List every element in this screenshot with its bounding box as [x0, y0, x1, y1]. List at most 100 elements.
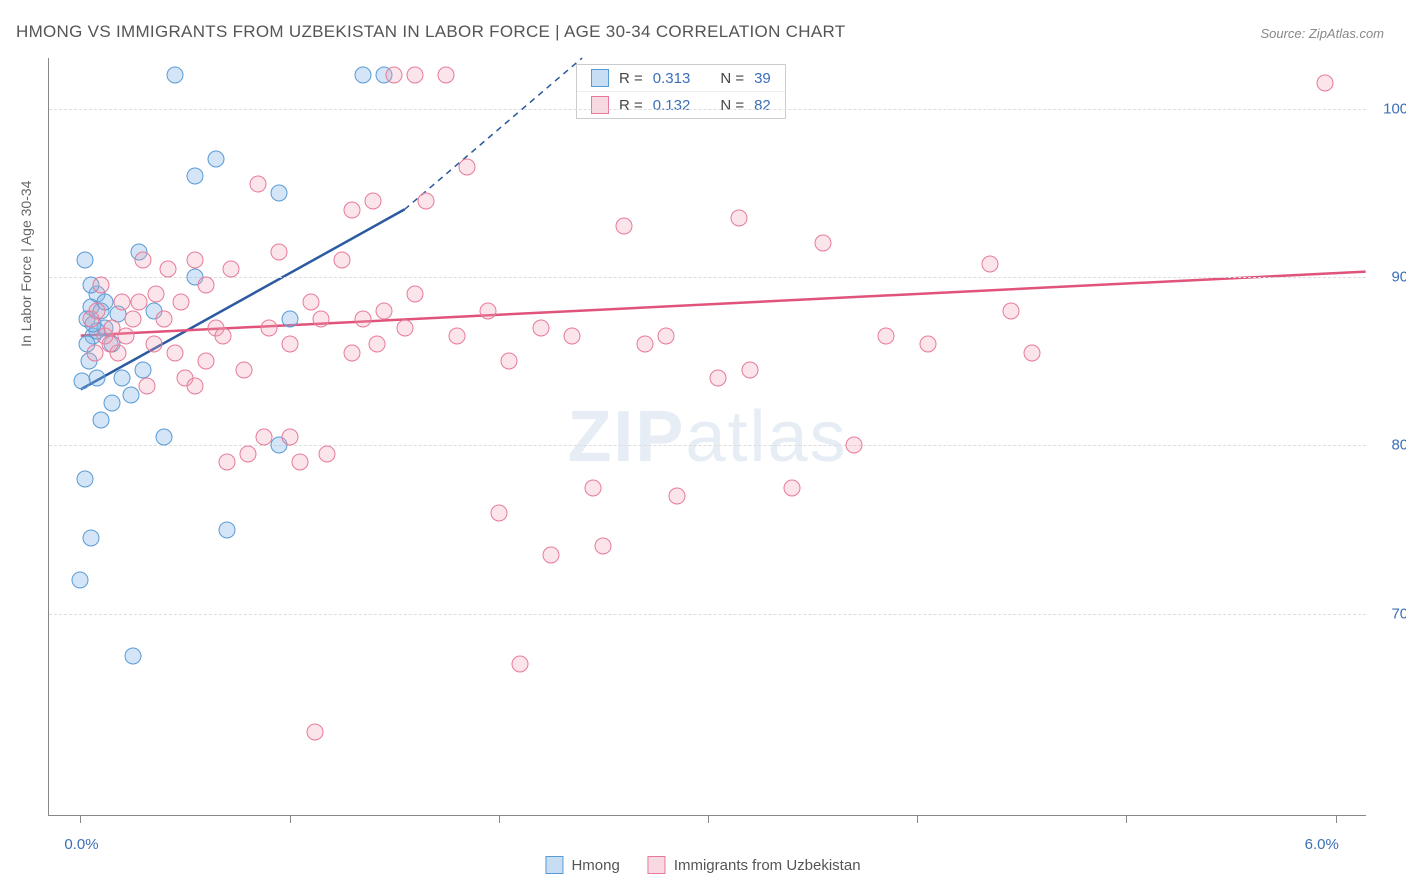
r-value: 0.313 [653, 70, 691, 87]
point-uzbek [281, 336, 298, 353]
r-label: R = [619, 97, 643, 114]
point-uzbek [658, 327, 675, 344]
point-hmong [135, 361, 152, 378]
point-uzbek [741, 361, 758, 378]
point-hmong [208, 151, 225, 168]
y-tick-label: 100.0% [1383, 100, 1406, 117]
point-uzbek [197, 353, 214, 370]
x-tick [1126, 815, 1127, 823]
point-uzbek [668, 487, 685, 504]
r-value: 0.132 [653, 97, 691, 114]
point-uzbek [139, 378, 156, 395]
point-uzbek [407, 285, 424, 302]
point-uzbek [135, 252, 152, 269]
point-uzbek [160, 260, 177, 277]
point-uzbek [130, 294, 147, 311]
gridline-h [49, 614, 1366, 615]
point-hmong [166, 66, 183, 83]
y-axis-title: In Labor Force | Age 30-34 [18, 181, 34, 347]
point-uzbek [532, 319, 549, 336]
plot-area: ZIPatlas R = 0.313 N = 39 R = 0.132 N = … [48, 58, 1366, 816]
point-uzbek [223, 260, 240, 277]
stat-legend-row: R = 0.132 N = 82 [577, 92, 785, 118]
point-uzbek [235, 361, 252, 378]
point-uzbek [815, 235, 832, 252]
source-label: Source: ZipAtlas.com [1260, 26, 1384, 41]
legend-label: Immigrants from Uzbekistan [674, 857, 861, 874]
x-tick-label-right: 6.0% [1305, 836, 1339, 853]
point-uzbek [312, 311, 329, 328]
point-uzbek [1317, 75, 1334, 92]
point-hmong [124, 647, 141, 664]
gridline-h [49, 277, 1366, 278]
point-uzbek [239, 445, 256, 462]
point-hmong [187, 167, 204, 184]
x-tick [1336, 815, 1337, 823]
point-hmong [93, 412, 110, 429]
legend-item-hmong: Hmong [545, 856, 619, 874]
x-tick [80, 815, 81, 823]
n-value: 82 [754, 97, 771, 114]
point-uzbek [147, 285, 164, 302]
point-uzbek [250, 176, 267, 193]
point-hmong [281, 311, 298, 328]
point-uzbek [118, 327, 135, 344]
point-uzbek [89, 302, 106, 319]
point-uzbek [260, 319, 277, 336]
point-hmong [89, 370, 106, 387]
point-uzbek [448, 327, 465, 344]
point-hmong [72, 572, 89, 589]
point-hmong [114, 370, 131, 387]
y-tick-label: 80.0% [1391, 437, 1406, 454]
n-label: N = [720, 70, 744, 87]
point-hmong [271, 184, 288, 201]
point-hmong [82, 530, 99, 547]
point-uzbek [87, 344, 104, 361]
legend-label: Hmong [571, 857, 619, 874]
point-uzbek [396, 319, 413, 336]
point-uzbek [101, 336, 118, 353]
point-uzbek [187, 252, 204, 269]
point-hmong [156, 429, 173, 446]
x-tick [708, 815, 709, 823]
y-tick-label: 70.0% [1391, 605, 1406, 622]
point-uzbek [438, 66, 455, 83]
n-value: 39 [754, 70, 771, 87]
r-label: R = [619, 70, 643, 87]
point-hmong [122, 386, 139, 403]
point-uzbek [292, 454, 309, 471]
point-uzbek [710, 370, 727, 387]
point-uzbek [490, 504, 507, 521]
watermark: ZIPatlas [567, 396, 847, 478]
point-uzbek [271, 243, 288, 260]
point-uzbek [166, 344, 183, 361]
point-uzbek [218, 454, 235, 471]
stat-legend-row: R = 0.313 N = 39 [577, 65, 785, 92]
chart-container: HMONG VS IMMIGRANTS FROM UZBEKISTAN IN L… [0, 0, 1406, 892]
point-uzbek [369, 336, 386, 353]
point-uzbek [637, 336, 654, 353]
point-uzbek [145, 336, 162, 353]
point-uzbek [564, 327, 581, 344]
point-uzbek [344, 201, 361, 218]
point-uzbek [417, 193, 434, 210]
watermark-bold: ZIP [567, 397, 685, 477]
point-uzbek [1003, 302, 1020, 319]
y-tick-label: 90.0% [1391, 268, 1406, 285]
point-uzbek [281, 429, 298, 446]
point-uzbek [214, 327, 231, 344]
point-hmong [74, 373, 91, 390]
point-uzbek [354, 311, 371, 328]
point-uzbek [306, 723, 323, 740]
bottom-legend: Hmong Immigrants from Uzbekistan [545, 856, 860, 874]
point-uzbek [172, 294, 189, 311]
point-uzbek [919, 336, 936, 353]
point-uzbek [344, 344, 361, 361]
point-uzbek [480, 302, 497, 319]
point-hmong [354, 66, 371, 83]
x-tick-label-left: 0.0% [64, 836, 98, 853]
point-hmong [76, 252, 93, 269]
swatch-hmong [545, 856, 563, 874]
point-uzbek [511, 656, 528, 673]
point-uzbek [375, 302, 392, 319]
